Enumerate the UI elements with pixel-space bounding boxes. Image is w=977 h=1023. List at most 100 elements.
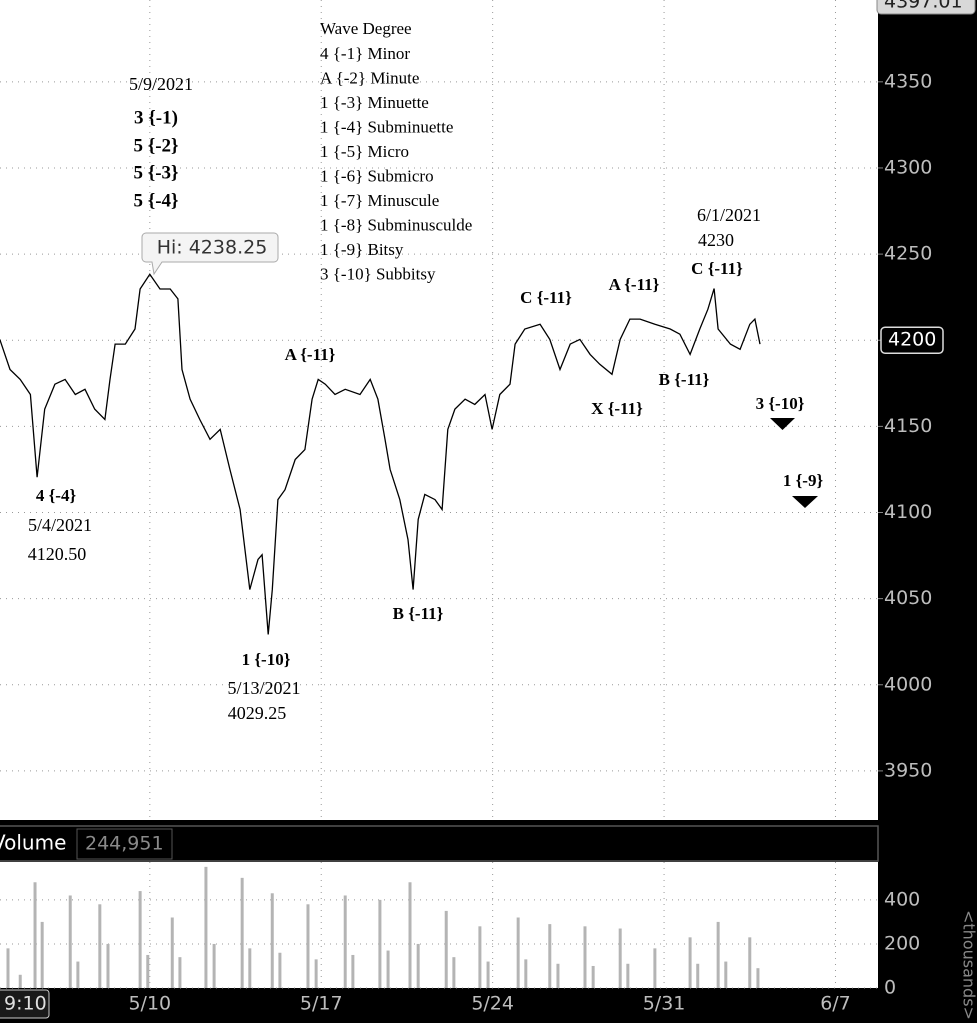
wave-label: C {-11} (691, 259, 743, 278)
y-tick-label: 0 (884, 977, 896, 999)
volume-bar (204, 866, 208, 988)
volume-bar (408, 882, 412, 988)
wave-label: B {-11} (393, 604, 444, 623)
volume-bar (68, 895, 72, 988)
wave-label: 1 {-9} (783, 471, 824, 490)
x-tick-label: 5/10 (128, 993, 171, 1015)
wave-label: 3 {-10} (756, 394, 805, 413)
y-tick-label: 4350 (884, 70, 932, 92)
annotations: Hi: 4238.25 Wave Degree 4 {-1} Minor A {-2… (28, 19, 824, 723)
y-tick-label: 4100 (884, 501, 932, 523)
x-tick-label: 5/24 (471, 993, 514, 1015)
volume-bar (378, 899, 382, 988)
legend-item: 1 {-5} Micro (320, 142, 409, 161)
wave-label: 5 {-4} (133, 190, 178, 211)
y-tick-label: 200 (884, 932, 920, 954)
cursor-time: 9:10 (4, 993, 47, 1015)
last-price-label: 4200 (888, 329, 936, 351)
x-tick-label: 5/31 (643, 993, 686, 1015)
legend-item: 1 {-9} Bitsy (320, 240, 404, 259)
volume-bar (516, 917, 520, 988)
note: 4120.50 (28, 544, 87, 564)
volume-bar (386, 950, 390, 988)
volume-bar (478, 926, 482, 988)
volume-bar (626, 963, 630, 988)
high-callout: Hi: 4238.25 (157, 237, 268, 259)
note: 4230 (698, 230, 734, 250)
price-line (0, 273, 761, 635)
wave-label: B {-11} (659, 370, 710, 389)
volume-bar (6, 948, 10, 988)
volume-bar (653, 948, 657, 988)
legend-item: 1 {-4} Subminuette (320, 117, 453, 136)
volume-bar (76, 961, 80, 988)
legend-item: 4 {-1} Minor (320, 44, 410, 63)
volume-bar (452, 957, 456, 988)
volume-bar (212, 943, 216, 988)
volume-bar (270, 893, 274, 988)
volume-bar (556, 963, 560, 988)
volume-bar (106, 943, 110, 988)
volume-bar (178, 957, 182, 988)
price-axis-panel (878, 0, 977, 1023)
volume-bar (583, 926, 587, 988)
y-tick-label: 4250 (884, 243, 932, 265)
volume-bar (248, 948, 252, 988)
y-tick-label: 4050 (884, 587, 932, 609)
volume-bar (40, 921, 44, 988)
price-panel (0, 0, 878, 820)
y-tick-label: 4150 (884, 415, 932, 437)
volume-panel (0, 862, 878, 988)
volume-bar (688, 937, 692, 988)
volume-bar (18, 974, 22, 988)
legend-item: A {-2} Minute (320, 68, 419, 87)
y-tick-label: 400 (884, 888, 920, 910)
volume-title: Volume (0, 831, 66, 855)
volume-axis-label: <thousands> (960, 910, 977, 1020)
volume-bar (696, 963, 700, 988)
wave-label: 1 {-10} (242, 650, 291, 669)
wave-label: X {-11} (591, 399, 643, 418)
legend-item: 1 {-8} Subminusculde (320, 215, 472, 234)
volume-header (0, 820, 878, 862)
cursor-time-box (0, 989, 50, 1019)
volume-bar (33, 882, 37, 988)
wave-label: 4 {-4} (36, 486, 77, 505)
marks (0, 273, 761, 988)
volume-bar (724, 961, 728, 988)
wave-label: A {-11} (285, 345, 336, 364)
top-price-label: 4397.01 (884, 0, 963, 13)
volume-bar (138, 891, 142, 988)
volume-value-box (76, 828, 173, 860)
down-arrow (792, 496, 818, 508)
volume-header-frame (0, 825, 879, 862)
volume-bar (240, 877, 244, 988)
time-axis-panel (0, 988, 878, 1023)
note: 5/4/2021 (28, 515, 92, 535)
wave-label: A {-11} (609, 275, 660, 294)
high-callout-box (141, 232, 279, 276)
top-price-box (876, 0, 976, 15)
volume-bar (548, 924, 552, 988)
volume-bar (756, 968, 760, 988)
wave-label: C {-11} (520, 288, 572, 307)
note: 5/13/2021 (227, 678, 300, 698)
volume-bar (618, 928, 622, 988)
volume-bar (351, 954, 355, 988)
last-price-box (880, 326, 944, 354)
volume-value: 244,951 (85, 833, 164, 855)
volume-bar (98, 904, 102, 988)
volume-bar (716, 921, 720, 988)
down-arrow (770, 418, 795, 430)
volume-bar (444, 910, 448, 988)
volume-bar (343, 895, 347, 988)
x-tick-label: 5/17 (300, 993, 343, 1015)
note: 5/9/2021 (129, 74, 193, 94)
volume-bar (170, 917, 174, 988)
volume-bar (278, 952, 282, 988)
wave-label: 5 {-2} (133, 135, 178, 156)
note: 4029.25 (228, 703, 287, 723)
volume-bar (146, 954, 150, 988)
legend-item: 3 {-10} Subbitsy (320, 264, 436, 283)
